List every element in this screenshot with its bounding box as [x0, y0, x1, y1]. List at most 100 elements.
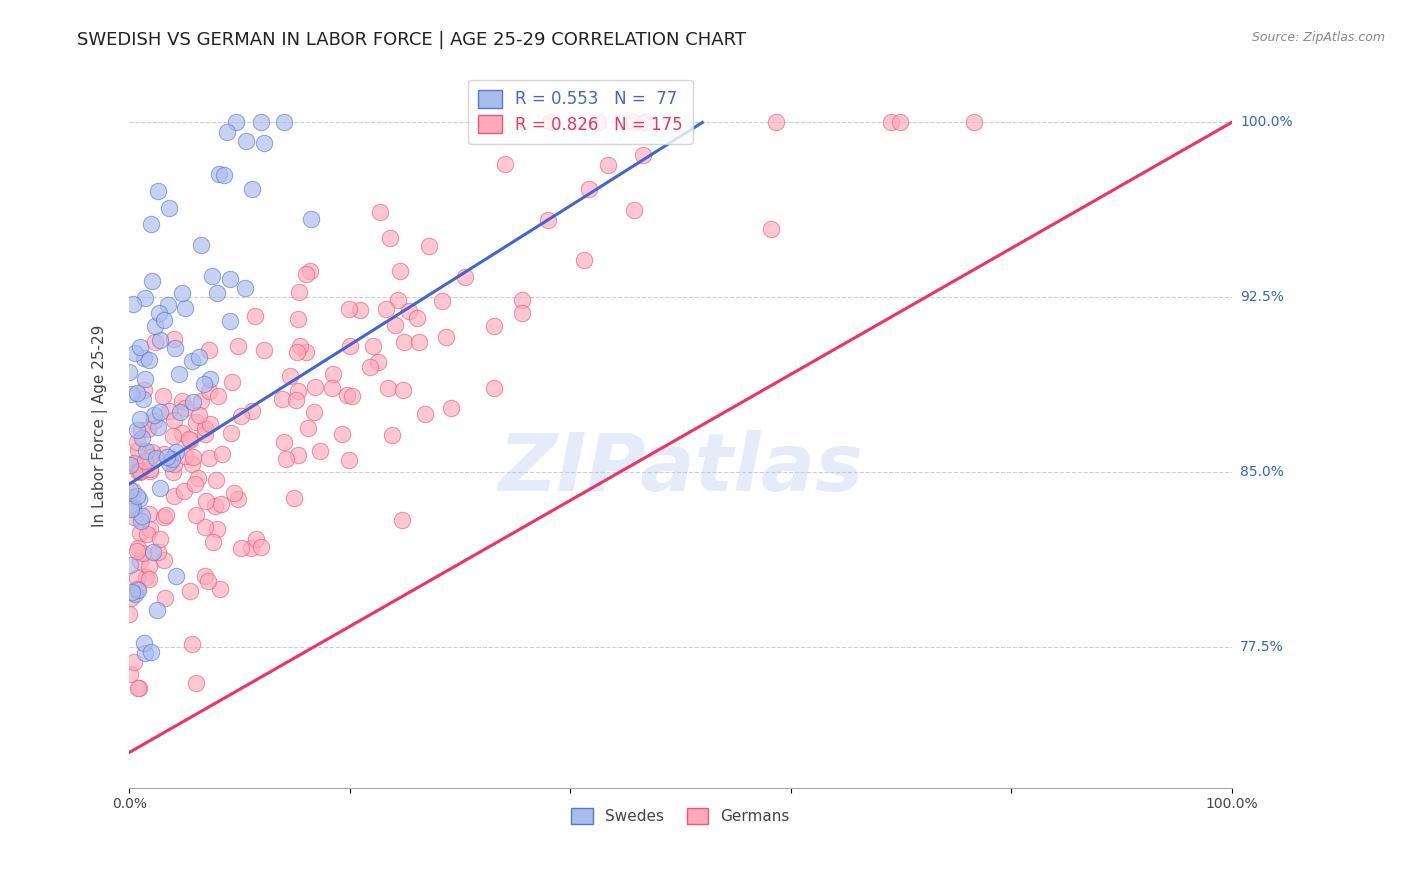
Point: [538, 115, 561, 129]
Point: [389, 264, 412, 278]
Point: [138, 558, 160, 573]
Point: [271, 392, 294, 406]
Text: SWEDISH VS GERMAN IN LABOR FORCE | AGE 25-29 CORRELATION CHART: SWEDISH VS GERMAN IN LABOR FORCE | AGE 2…: [77, 31, 747, 49]
Point: [131, 431, 153, 445]
Point: [153, 591, 176, 605]
Point: [146, 544, 169, 558]
Point: [205, 523, 228, 537]
Point: [125, 386, 148, 401]
Point: [139, 522, 162, 536]
Point: [299, 211, 322, 226]
Point: [125, 489, 148, 503]
Point: [243, 309, 266, 323]
Point: [197, 574, 219, 589]
Point: [322, 367, 344, 381]
Point: [245, 532, 267, 546]
Point: [152, 389, 174, 403]
Point: [132, 351, 155, 365]
Text: Source: ZipAtlas.com: Source: ZipAtlas.com: [1251, 31, 1385, 45]
Point: [537, 212, 560, 227]
Point: [337, 453, 360, 467]
Point: [173, 301, 195, 316]
Point: [145, 318, 167, 333]
Point: [202, 534, 225, 549]
Point: [190, 238, 212, 252]
Point: [124, 587, 146, 601]
Point: [132, 384, 155, 398]
Point: [413, 407, 436, 421]
Point: [127, 442, 149, 457]
Point: [440, 401, 463, 415]
Point: [194, 519, 217, 533]
Point: [284, 393, 307, 408]
Point: [170, 426, 193, 441]
Point: [242, 404, 264, 418]
Point: [120, 386, 142, 401]
Point: [138, 572, 160, 586]
Point: [482, 318, 505, 333]
Point: [129, 423, 152, 437]
Point: [145, 334, 167, 349]
Point: [122, 501, 145, 516]
Point: [129, 514, 152, 528]
Point: [139, 462, 162, 476]
Point: [118, 483, 141, 497]
Point: [197, 343, 219, 357]
Point: [294, 267, 316, 281]
Point: [299, 264, 322, 278]
Point: [384, 318, 406, 332]
Point: [157, 456, 180, 470]
Point: [118, 365, 141, 379]
Point: [146, 602, 169, 616]
Point: [336, 388, 359, 402]
Point: [367, 355, 389, 369]
Point: [337, 301, 360, 316]
Point: [211, 497, 233, 511]
Point: [235, 280, 257, 294]
Point: [349, 303, 371, 318]
Point: [118, 458, 141, 473]
Point: [226, 339, 249, 353]
Point: [142, 414, 165, 428]
Point: [141, 445, 163, 459]
Point: [136, 422, 159, 436]
Point: [432, 294, 454, 309]
Point: [174, 401, 197, 415]
Point: [889, 115, 911, 129]
Point: [143, 408, 166, 422]
Point: [134, 291, 156, 305]
Point: [288, 285, 311, 299]
Point: [134, 636, 156, 650]
Point: [253, 136, 276, 150]
Point: [165, 341, 187, 355]
Point: [139, 644, 162, 658]
Point: [340, 389, 363, 403]
Point: [180, 353, 202, 368]
Point: [149, 333, 172, 347]
Point: [287, 449, 309, 463]
Point: [125, 571, 148, 585]
Point: [127, 464, 149, 478]
Point: [128, 464, 150, 478]
Point: [229, 409, 252, 423]
Point: [129, 412, 152, 426]
Point: [623, 115, 645, 129]
Point: [222, 486, 245, 500]
Point: [121, 297, 143, 311]
Point: [285, 345, 308, 359]
Point: [405, 310, 427, 325]
Point: [494, 157, 516, 171]
Point: [194, 420, 217, 434]
Point: [118, 558, 141, 572]
Point: [321, 381, 343, 395]
Point: [124, 510, 146, 524]
Point: [205, 473, 228, 487]
Point: [183, 394, 205, 409]
Point: [139, 450, 162, 464]
Point: [141, 274, 163, 288]
Point: [208, 167, 231, 181]
Point: [380, 231, 402, 245]
Point: [173, 483, 195, 498]
Point: [128, 681, 150, 696]
Point: [165, 445, 187, 459]
